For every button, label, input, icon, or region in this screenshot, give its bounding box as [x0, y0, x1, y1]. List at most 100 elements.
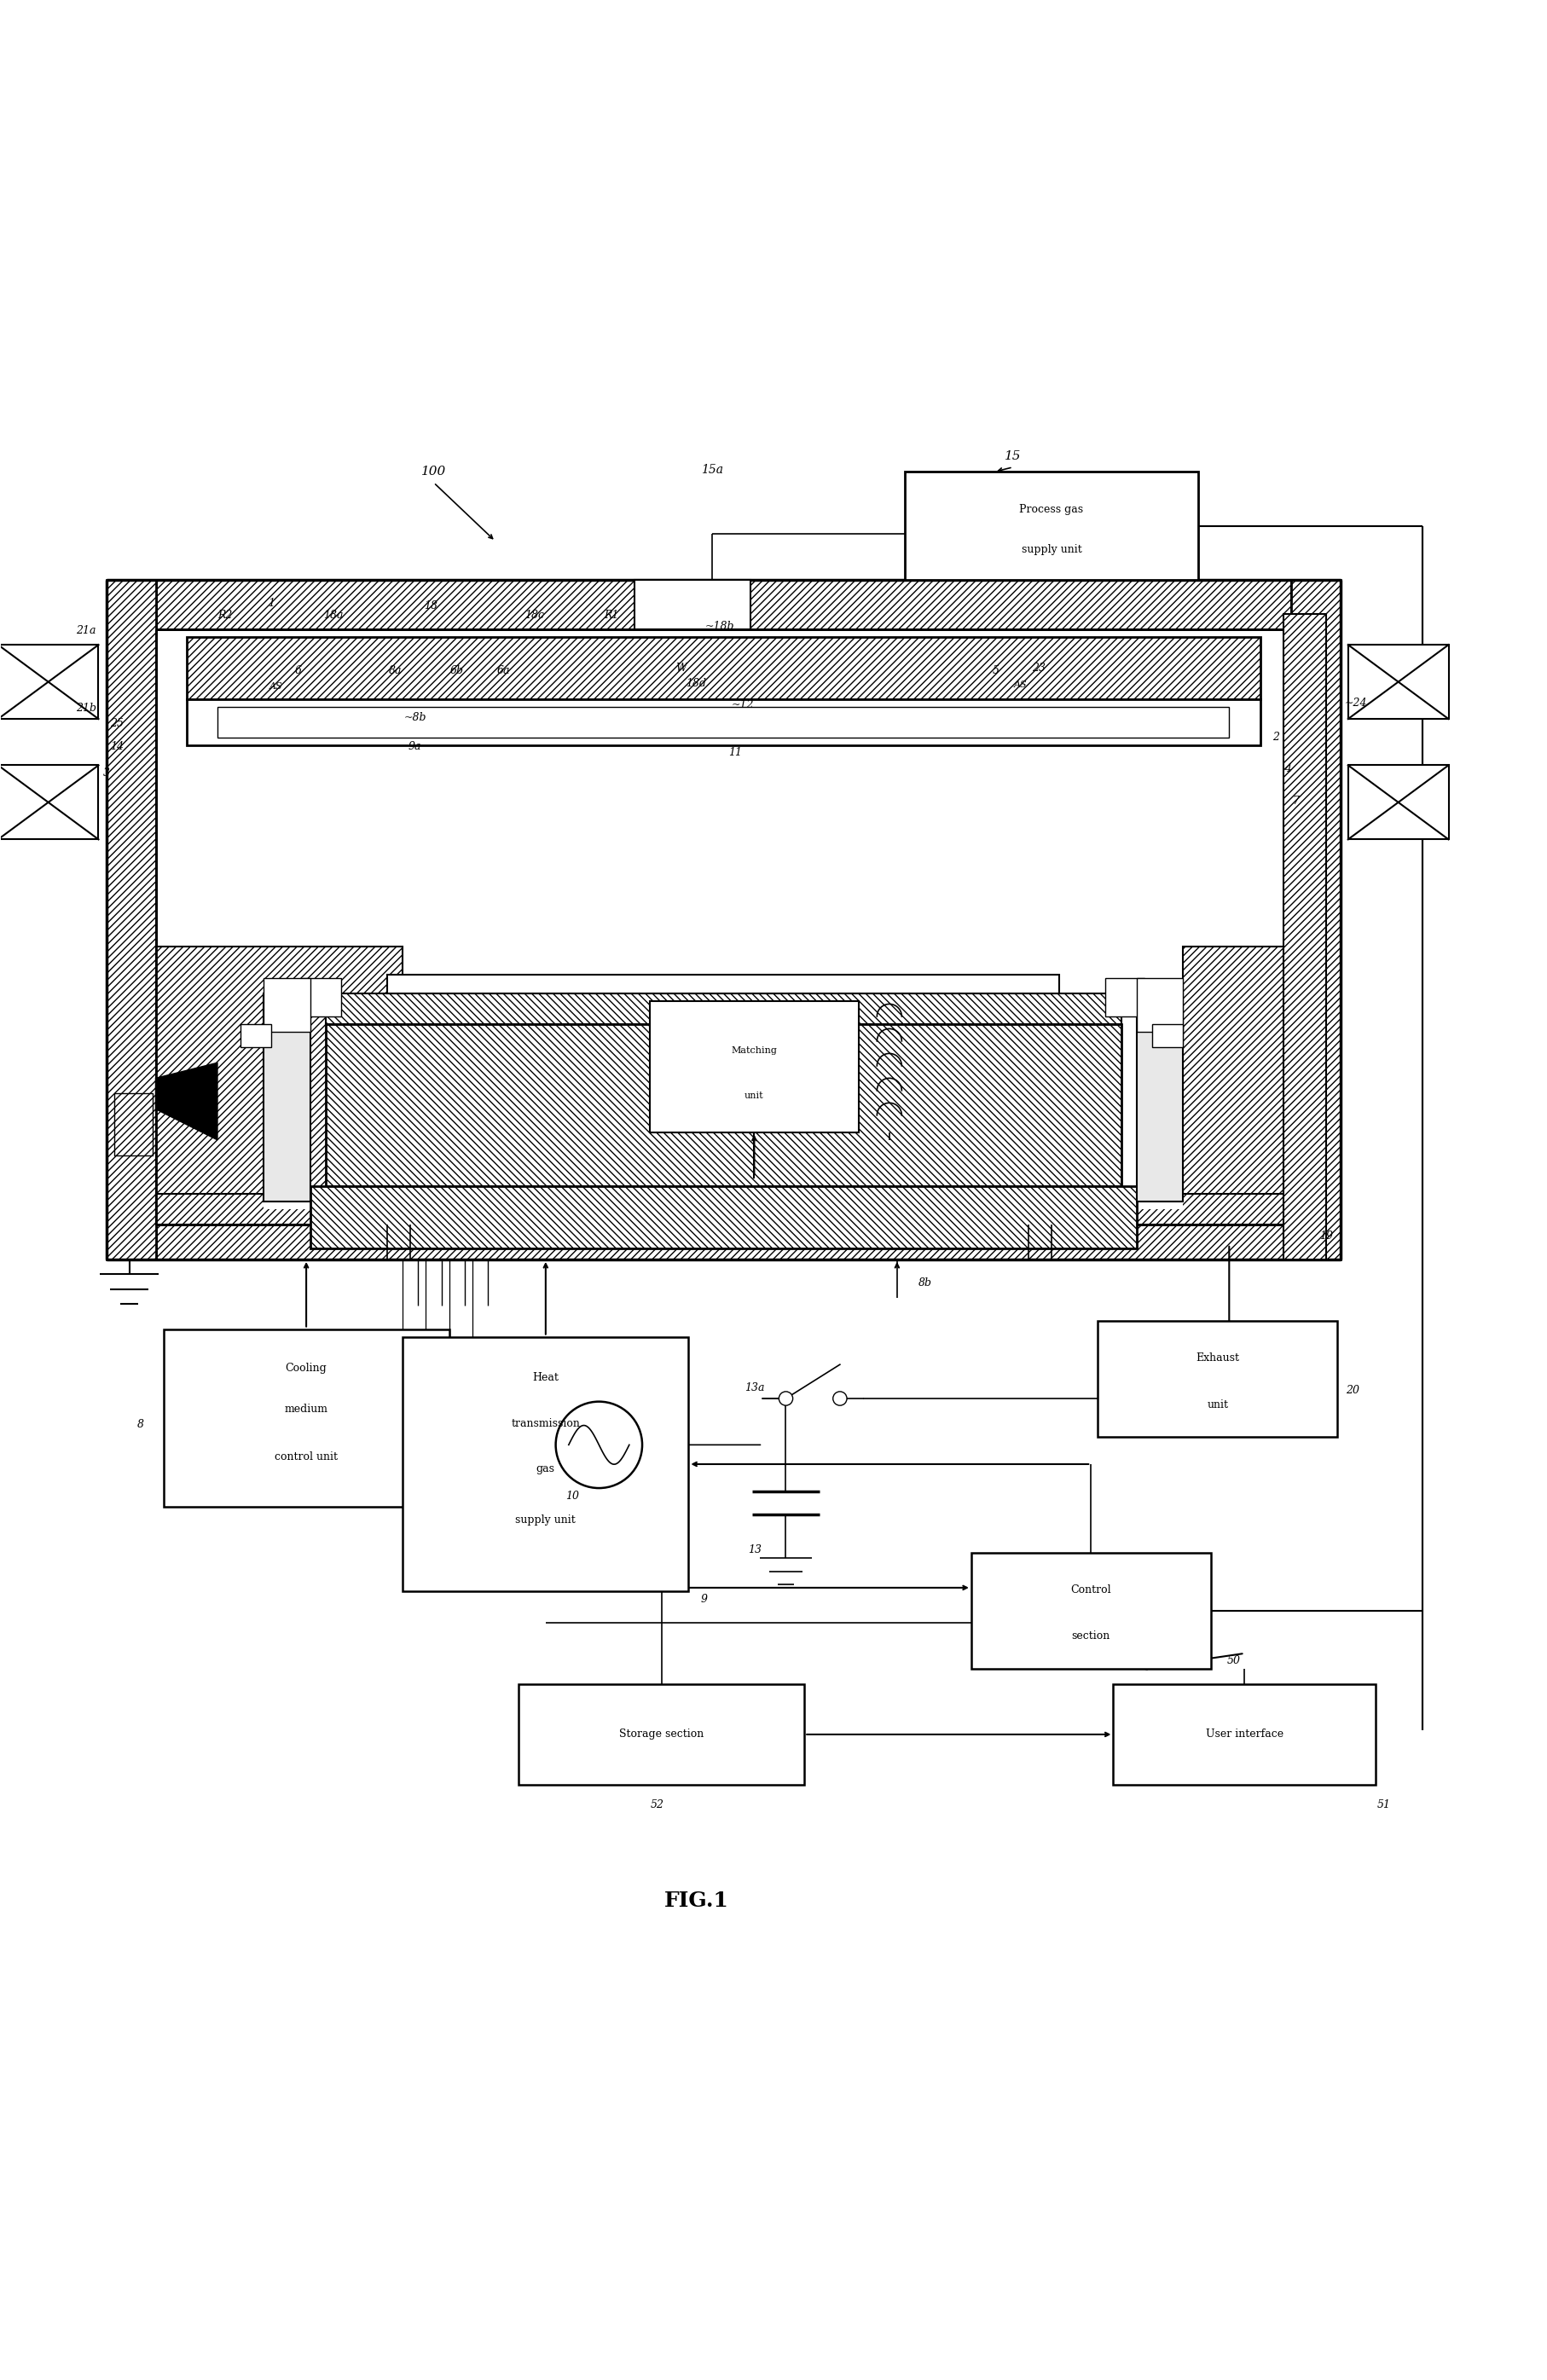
Bar: [114, 1095, 153, 1154]
Bar: [218, 707, 1230, 738]
Text: 21b: 21b: [76, 702, 96, 714]
Text: 8: 8: [136, 1418, 144, 1430]
Text: Control: Control: [1071, 1585, 1111, 1595]
Text: AS: AS: [1013, 681, 1027, 690]
Text: 21a: 21a: [76, 626, 96, 635]
Bar: [905, 471, 1199, 581]
Text: User interface: User interface: [1205, 1728, 1284, 1740]
Bar: [1106, 978, 1145, 1016]
Text: 4: 4: [1284, 764, 1292, 774]
Bar: [187, 700, 1261, 745]
Text: 6a: 6a: [497, 666, 511, 676]
Text: ~8b: ~8b: [404, 712, 427, 724]
Bar: [325, 1023, 1122, 1185]
Text: 18a: 18a: [323, 609, 343, 621]
Bar: [156, 581, 1290, 628]
Text: R1: R1: [603, 609, 619, 621]
Text: control unit: control unit: [275, 1452, 337, 1461]
Text: 52: 52: [651, 1799, 665, 1811]
Bar: [518, 1685, 804, 1785]
Text: Storage section: Storage section: [619, 1728, 704, 1740]
Text: medium: medium: [285, 1404, 328, 1414]
Text: AS: AS: [269, 683, 283, 690]
Bar: [164, 1328, 449, 1507]
Bar: [1153, 1023, 1183, 1047]
Text: Exhaust: Exhaust: [1196, 1352, 1239, 1364]
Text: FIG.1: FIG.1: [664, 1890, 729, 1911]
Text: unit: unit: [1207, 1399, 1228, 1411]
Text: 13: 13: [749, 1545, 761, 1557]
Text: 1: 1: [268, 597, 275, 609]
Text: 10: 10: [566, 1490, 580, 1502]
Bar: [265, 1202, 1183, 1209]
Bar: [309, 1185, 1137, 1247]
Text: 14: 14: [110, 740, 124, 752]
Text: 11: 11: [729, 747, 741, 759]
Text: 100: 100: [421, 466, 446, 478]
Text: 18: 18: [424, 600, 438, 612]
Bar: [1098, 1321, 1337, 1438]
Text: transmission: transmission: [511, 1418, 580, 1428]
Circle shape: [555, 1402, 642, 1488]
Bar: [107, 581, 156, 1259]
Text: 13a: 13a: [746, 1383, 764, 1392]
Text: 9: 9: [701, 1595, 707, 1604]
Circle shape: [778, 1392, 792, 1407]
Bar: [1183, 947, 1290, 1226]
Text: 51: 51: [1377, 1799, 1391, 1811]
Text: 8a: 8a: [388, 666, 402, 676]
Bar: [634, 581, 750, 628]
Text: 20: 20: [1346, 1385, 1360, 1397]
Polygon shape: [156, 1064, 218, 1140]
Bar: [0, 766, 99, 840]
Text: 5: 5: [993, 666, 999, 676]
Text: supply unit: supply unit: [1021, 545, 1081, 555]
Text: 9a: 9a: [408, 740, 422, 752]
Text: 15a: 15a: [701, 464, 722, 476]
Text: supply unit: supply unit: [515, 1514, 575, 1526]
Bar: [241, 1023, 271, 1047]
Bar: [302, 978, 340, 1016]
Bar: [325, 992, 1122, 1023]
Bar: [1290, 581, 1340, 1259]
Bar: [402, 1338, 688, 1592]
Text: 6: 6: [294, 666, 302, 676]
Text: R2: R2: [218, 609, 232, 621]
Text: Process gas: Process gas: [1019, 505, 1083, 514]
Text: unit: unit: [744, 1090, 764, 1100]
Text: 7: 7: [1292, 795, 1299, 807]
Text: 23: 23: [1032, 662, 1046, 674]
Text: Matching: Matching: [732, 1047, 777, 1054]
Bar: [1137, 992, 1183, 1202]
Bar: [265, 978, 309, 1033]
Bar: [1347, 766, 1448, 840]
Text: 25: 25: [110, 719, 124, 728]
Bar: [1282, 614, 1326, 1259]
Text: 18c: 18c: [524, 609, 545, 621]
Text: 2: 2: [1272, 733, 1279, 743]
Text: ~18b: ~18b: [705, 621, 735, 631]
Text: Heat: Heat: [532, 1371, 558, 1383]
Bar: [156, 1195, 1290, 1226]
Bar: [0, 645, 99, 719]
Text: section: section: [1072, 1630, 1111, 1642]
Bar: [265, 992, 309, 1202]
Text: gas: gas: [537, 1464, 555, 1476]
Bar: [1137, 978, 1183, 1033]
Bar: [1114, 1685, 1375, 1785]
Text: W: W: [676, 662, 687, 674]
Circle shape: [832, 1392, 846, 1407]
Text: 50: 50: [1227, 1656, 1241, 1666]
Text: 3: 3: [102, 766, 110, 778]
Text: 6b: 6b: [450, 666, 464, 676]
Bar: [972, 1554, 1211, 1668]
Bar: [387, 976, 1060, 992]
Text: ~12: ~12: [732, 700, 753, 712]
Text: Cooling: Cooling: [286, 1361, 326, 1373]
Bar: [650, 1002, 859, 1133]
Text: ~24: ~24: [1344, 697, 1368, 709]
Text: 18d: 18d: [685, 678, 707, 688]
Text: 15: 15: [1004, 450, 1021, 462]
Bar: [156, 1226, 1290, 1259]
Bar: [156, 947, 402, 1226]
